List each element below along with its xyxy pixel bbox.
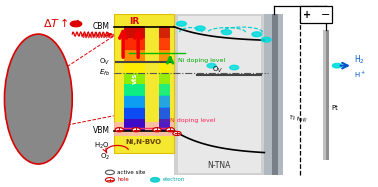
Text: O$_V$: O$_V$ xyxy=(212,65,223,75)
Text: Ti foil: Ti foil xyxy=(289,115,306,122)
Bar xyxy=(159,107,170,119)
Bar xyxy=(159,38,170,50)
Bar xyxy=(159,72,170,84)
Circle shape xyxy=(105,170,115,175)
Bar xyxy=(124,61,145,73)
Bar xyxy=(114,122,174,136)
Ellipse shape xyxy=(5,34,72,164)
Bar xyxy=(159,26,170,38)
Bar xyxy=(114,14,174,153)
Circle shape xyxy=(153,128,161,132)
Text: $\Delta T$$\uparrow$: $\Delta T$$\uparrow$ xyxy=(42,16,68,30)
Circle shape xyxy=(115,128,124,132)
Bar xyxy=(323,30,330,160)
Circle shape xyxy=(252,32,262,37)
Text: N-TNA: N-TNA xyxy=(208,161,231,170)
Bar xyxy=(264,14,283,175)
Circle shape xyxy=(230,65,239,70)
Bar xyxy=(124,84,145,96)
Bar xyxy=(174,14,264,175)
Text: $E_{fb}$: $E_{fb}$ xyxy=(99,68,110,78)
Circle shape xyxy=(177,21,186,26)
Bar xyxy=(159,49,170,61)
Circle shape xyxy=(166,128,174,132)
Text: CBM: CBM xyxy=(93,22,110,31)
Bar xyxy=(272,14,277,175)
Bar xyxy=(124,49,145,61)
Text: active site: active site xyxy=(118,170,146,175)
Bar xyxy=(124,119,145,131)
Circle shape xyxy=(105,178,115,182)
Bar xyxy=(300,6,332,23)
Circle shape xyxy=(222,30,232,35)
Bar xyxy=(159,84,170,96)
Bar xyxy=(159,61,170,73)
Bar xyxy=(124,26,145,38)
Circle shape xyxy=(207,63,216,68)
Bar xyxy=(327,30,329,160)
Text: Ni doping level: Ni doping level xyxy=(178,58,225,63)
Circle shape xyxy=(150,178,160,182)
Circle shape xyxy=(261,37,271,42)
Text: +: + xyxy=(303,10,311,20)
Text: H$^+$: H$^+$ xyxy=(354,70,366,80)
Bar xyxy=(159,119,170,131)
Bar xyxy=(124,107,145,119)
Bar xyxy=(124,95,145,108)
Bar xyxy=(178,16,260,173)
Circle shape xyxy=(70,21,82,27)
Bar xyxy=(124,38,145,50)
Text: VBM: VBM xyxy=(93,126,110,135)
Bar xyxy=(159,95,170,108)
Circle shape xyxy=(173,131,181,135)
Text: Pt: Pt xyxy=(332,105,338,111)
Text: O$_2$: O$_2$ xyxy=(100,151,110,162)
Text: Ni,N-BVO: Ni,N-BVO xyxy=(126,139,162,145)
Circle shape xyxy=(195,26,205,31)
Text: hole: hole xyxy=(118,177,129,182)
Circle shape xyxy=(132,128,140,132)
Circle shape xyxy=(333,63,342,68)
Text: H$_2$O: H$_2$O xyxy=(94,140,110,151)
Bar xyxy=(124,72,145,84)
Text: H$_2$: H$_2$ xyxy=(354,54,365,66)
Text: IR: IR xyxy=(129,17,139,26)
Text: electron: electron xyxy=(163,177,185,182)
Text: O$_V$: O$_V$ xyxy=(99,57,110,67)
Text: N doping level: N doping level xyxy=(170,118,215,123)
Text: −: − xyxy=(321,10,330,20)
Text: vis: vis xyxy=(132,73,137,84)
